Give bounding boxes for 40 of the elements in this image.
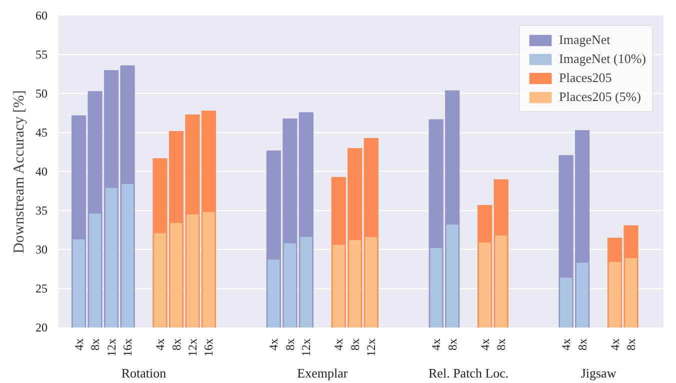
y-tick-label: 35 [36, 204, 48, 218]
text: Exemplar [297, 366, 348, 380]
text: Jigsaw [580, 366, 617, 380]
x-tick-label: 8x [88, 338, 102, 350]
y-tick-label: 40 [36, 164, 48, 178]
x-tick-label: 8x [624, 338, 638, 350]
x-tick-label: 4x [72, 338, 86, 350]
x-tick-label: 8x [494, 338, 508, 350]
x-tick-label: 8x [169, 338, 184, 350]
y-axis-title: Downstream Accuracy [%] [12, 90, 28, 254]
x-tick-label: 4x [266, 338, 281, 350]
y-tick-label: 30 [36, 242, 48, 256]
text: Rotation [121, 366, 167, 380]
x-tick-label: 4x [478, 338, 492, 350]
x-tick-label: 4x [332, 338, 346, 350]
x-tick-label: 16x [202, 338, 216, 356]
y-tick-label: 55 [36, 48, 48, 62]
x-tick-label: 8x [575, 338, 590, 350]
legend-label: Places205 (5%) [559, 89, 641, 105]
x-tick-label: 8x [348, 338, 362, 350]
legend-label: ImageNet [559, 32, 610, 48]
x-tick-label: 12x [104, 338, 118, 356]
y-tick-label: 50 [36, 86, 48, 100]
x-tick-label: 4x [153, 338, 168, 350]
x-tick-label: 12x [364, 338, 378, 356]
x-tick-label: 4x [429, 338, 444, 350]
legend-label: Places205 [559, 70, 612, 86]
x-tick-label: 8x [445, 338, 460, 350]
x-tick-label: 4x [559, 338, 574, 350]
y-tick-label: 60 [36, 8, 48, 22]
text: Rel. Patch Loc. [428, 366, 509, 380]
x-tick-label: 12x [185, 338, 200, 356]
y-tick-label: 25 [36, 282, 48, 296]
x-tick-label: 12x [299, 338, 314, 356]
y-tick-label: 45 [36, 126, 48, 140]
x-tick-label: 8x [282, 338, 297, 350]
x-tick-label: 4x [608, 338, 622, 350]
y-tick-label: 20 [36, 320, 48, 334]
x-tick-label: 16x [120, 338, 135, 356]
legend-label: ImageNet (10%) [559, 51, 646, 67]
